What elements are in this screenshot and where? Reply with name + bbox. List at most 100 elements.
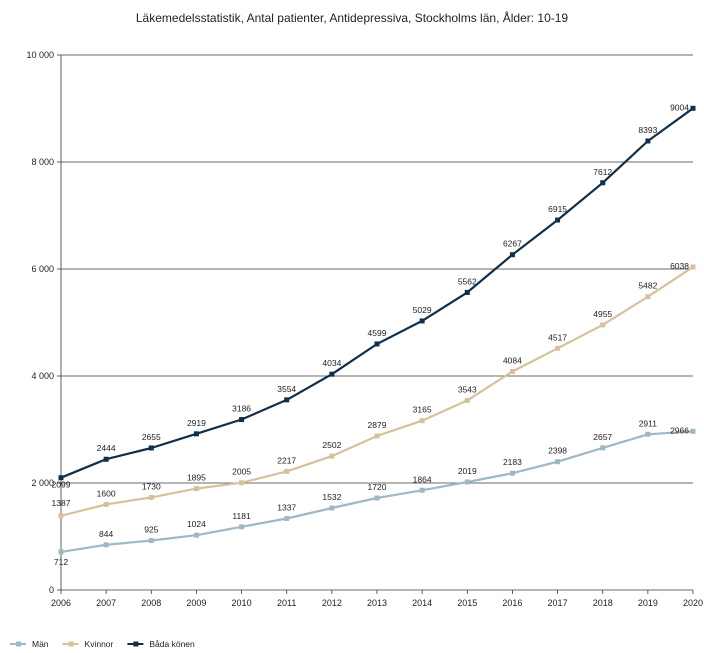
data-point[interactable] [58,549,64,555]
data-point[interactable] [600,445,606,451]
legend-item-0[interactable]: Män [10,639,49,649]
data-point[interactable] [58,513,64,519]
data-label: 1337 [277,502,296,512]
data-label: 925 [144,525,158,535]
data-label: 1387 [52,498,71,508]
data-label: 844 [99,529,113,539]
data-label: 2657 [593,432,612,442]
data-label: 712 [54,557,68,567]
y-tick-label: 4 000 [31,371,54,381]
data-point[interactable] [464,289,470,295]
x-tick-label: 2016 [502,598,522,608]
legend[interactable]: Män Kvinnor Båda könen [10,639,195,649]
data-point[interactable] [645,431,651,437]
data-label: 2655 [142,432,161,442]
x-tick-label: 2017 [548,598,568,608]
data-point[interactable] [600,322,606,328]
x-tick-label: 2018 [593,598,613,608]
data-point[interactable] [103,542,109,548]
data-point[interactable] [329,453,335,459]
data-point[interactable] [193,431,199,437]
data-label: 5029 [413,305,432,315]
series-layer [58,105,696,555]
y-tick-label: 2 000 [31,478,54,488]
data-point[interactable] [239,524,245,530]
data-point[interactable] [645,294,651,300]
data-point[interactable] [103,501,109,507]
data-label: 1720 [368,482,387,492]
x-tick-label: 2011 [277,598,296,608]
legend-label: Män [32,639,49,649]
data-label: 2183 [503,457,522,467]
data-label: 1730 [142,481,161,491]
data-label: 5482 [638,281,657,291]
legend-item-1[interactable]: Kvinnor [62,639,114,649]
x-tick-label: 2008 [141,598,161,608]
data-point[interactable] [509,369,515,375]
data-label: 2879 [368,420,387,430]
legend-item-2[interactable]: Båda könen [127,639,195,649]
data-point[interactable] [374,433,380,439]
data-point[interactable] [103,456,109,462]
x-tick-label: 2006 [51,598,71,608]
data-point[interactable] [193,486,199,492]
data-point[interactable] [555,217,561,223]
y-tick-label: 10 000 [26,50,54,60]
data-point[interactable] [509,470,515,476]
data-point[interactable] [148,494,154,500]
x-tick-label: 2010 [232,598,252,608]
data-point[interactable] [374,495,380,501]
data-point[interactable] [690,105,696,111]
x-tick-label: 2015 [457,598,477,608]
y-tick-label: 0 [49,585,54,595]
legend-marker [133,641,139,647]
data-point[interactable] [690,264,696,270]
data-label: 2919 [187,418,206,428]
data-label: 2911 [639,418,658,428]
data-label: 2005 [232,467,251,477]
data-point[interactable] [284,515,290,521]
data-point[interactable] [645,138,651,144]
x-tick-label: 2014 [412,598,432,608]
axes: 0 2 000 4 000 6 000 8 000 10 000 2006 2007 2008 2… [26,50,703,608]
data-point[interactable] [239,480,245,486]
data-point[interactable] [419,418,425,424]
data-label: 4517 [548,332,567,342]
data-labels: 712 844 925 1024 1181 1337 1532 1720 1864 2019 218… [52,102,690,567]
data-label: 3165 [413,405,432,415]
data-point[interactable] [464,479,470,485]
data-point[interactable] [329,505,335,511]
data-point[interactable] [509,252,515,258]
data-label: 4034 [322,358,341,368]
data-point[interactable] [284,397,290,403]
data-point[interactable] [690,428,696,434]
data-point[interactable] [555,345,561,351]
data-point[interactable] [374,341,380,347]
data-label: 6915 [548,204,567,214]
data-point[interactable] [329,371,335,377]
chart-title: Läkemedelsstatistik, Antal patienter, An… [135,11,569,25]
data-label: 1024 [187,519,206,529]
data-label: 5562 [458,276,477,286]
data-label: 1895 [187,473,206,483]
data-point[interactable] [284,468,290,474]
data-point[interactable] [464,397,470,403]
data-point[interactable] [419,487,425,493]
data-label: 1600 [97,488,116,498]
data-point[interactable] [148,538,154,544]
x-tick-label: 2007 [96,598,116,608]
x-tick-label: 2013 [367,598,387,608]
data-point[interactable] [193,532,199,538]
data-point[interactable] [58,475,64,481]
data-label: 2019 [458,466,477,476]
data-label: 2398 [548,446,567,456]
data-point[interactable] [600,180,606,186]
data-point[interactable] [148,445,154,451]
data-label: 6038 [670,261,689,271]
data-point[interactable] [555,459,561,465]
data-point[interactable] [419,318,425,324]
gridlines [61,54,693,484]
x-tick-label: 2009 [186,598,206,608]
data-point[interactable] [239,417,245,423]
